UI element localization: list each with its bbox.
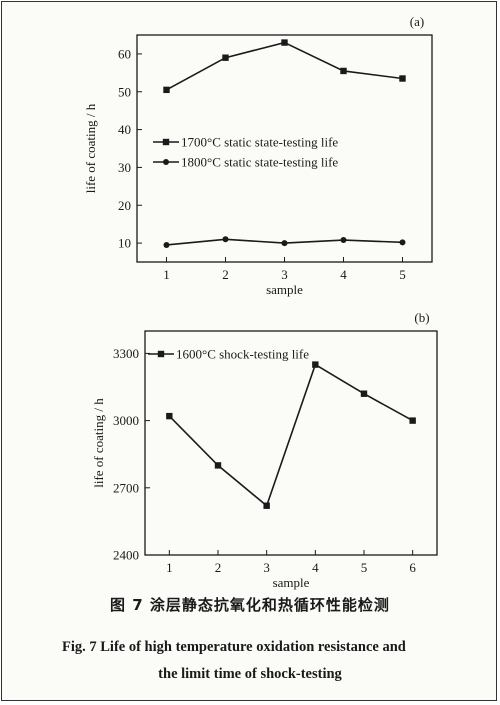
y-tick-label: 60	[118, 46, 131, 61]
data-point	[399, 239, 406, 246]
panel-label: (a)	[410, 14, 424, 29]
x-tick-label: 1	[166, 560, 173, 575]
legend-marker	[157, 350, 165, 358]
data-point	[222, 54, 229, 61]
y-tick-label: 3000	[113, 413, 139, 428]
y-tick-label: 30	[118, 160, 131, 175]
x-tick-label: 5	[361, 560, 368, 575]
y-tick-label: 10	[118, 236, 131, 251]
data-point	[163, 86, 170, 94]
data-point	[360, 390, 368, 397]
data-point	[312, 361, 319, 368]
panel-label: (b)	[414, 310, 429, 325]
x-tick-label: 6	[409, 560, 416, 575]
x-tick-label: 3	[263, 560, 270, 575]
y-axis-label: life of coating / h	[83, 103, 98, 193]
data-point	[163, 241, 170, 248]
series-line	[168, 363, 414, 508]
legend-marker	[162, 138, 170, 146]
series-line	[166, 41, 403, 91]
y-tick-label: 50	[118, 84, 131, 99]
y-tick-label: 40	[118, 122, 131, 137]
x-tick-label: 1	[163, 267, 170, 282]
chart-panel-b: (b) 2400 2700 3000 3300 1 2 3 4 5 6 sample life of c…	[91, 310, 438, 590]
data-point	[214, 462, 222, 469]
y-tick-label: 3300	[113, 346, 139, 361]
data-point	[399, 75, 406, 82]
data-point	[340, 237, 347, 244]
data-point	[409, 417, 416, 424]
chart-panel-a: (a) 10 20 30 40 50 60 1 2 3 4 5 sample life of coatin…	[83, 14, 433, 297]
x-tick-label: 5	[399, 267, 406, 282]
x-tick-label: 2	[215, 560, 222, 575]
data-point	[281, 240, 288, 247]
x-tick-label: 2	[222, 267, 229, 282]
caption-chinese: 图 7 涂层静态抗氧化和热循环性能检测	[110, 596, 390, 614]
y-tick-label: 2700	[113, 480, 139, 495]
legend-label: 1700°C static state-testing life	[181, 135, 338, 150]
data-point	[263, 502, 270, 509]
data-point	[166, 412, 173, 420]
y-tick-label: 20	[118, 198, 131, 213]
x-tick-label: 3	[281, 267, 288, 282]
legend-label: 1800°C static state-testing life	[181, 155, 338, 170]
plot-frame	[144, 330, 438, 556]
y-axis-label: life of coating / h	[91, 398, 106, 488]
x-tick-label: 4	[340, 267, 347, 282]
legend-label: 1600°C shock-testing life	[176, 347, 309, 362]
caption-english-line2: the limit time of shock-testing	[158, 666, 342, 682]
x-axis-label: sample	[273, 575, 310, 590]
data-point	[222, 236, 229, 243]
legend-marker	[163, 159, 169, 165]
x-tick-label: 4	[312, 560, 319, 575]
data-point	[340, 67, 347, 75]
data-point	[281, 39, 288, 46]
caption-english-line1: Fig. 7 Life of high temperature oxidatio…	[62, 639, 406, 655]
x-axis-label: sample	[266, 282, 303, 297]
y-tick-label: 2400	[113, 548, 139, 563]
